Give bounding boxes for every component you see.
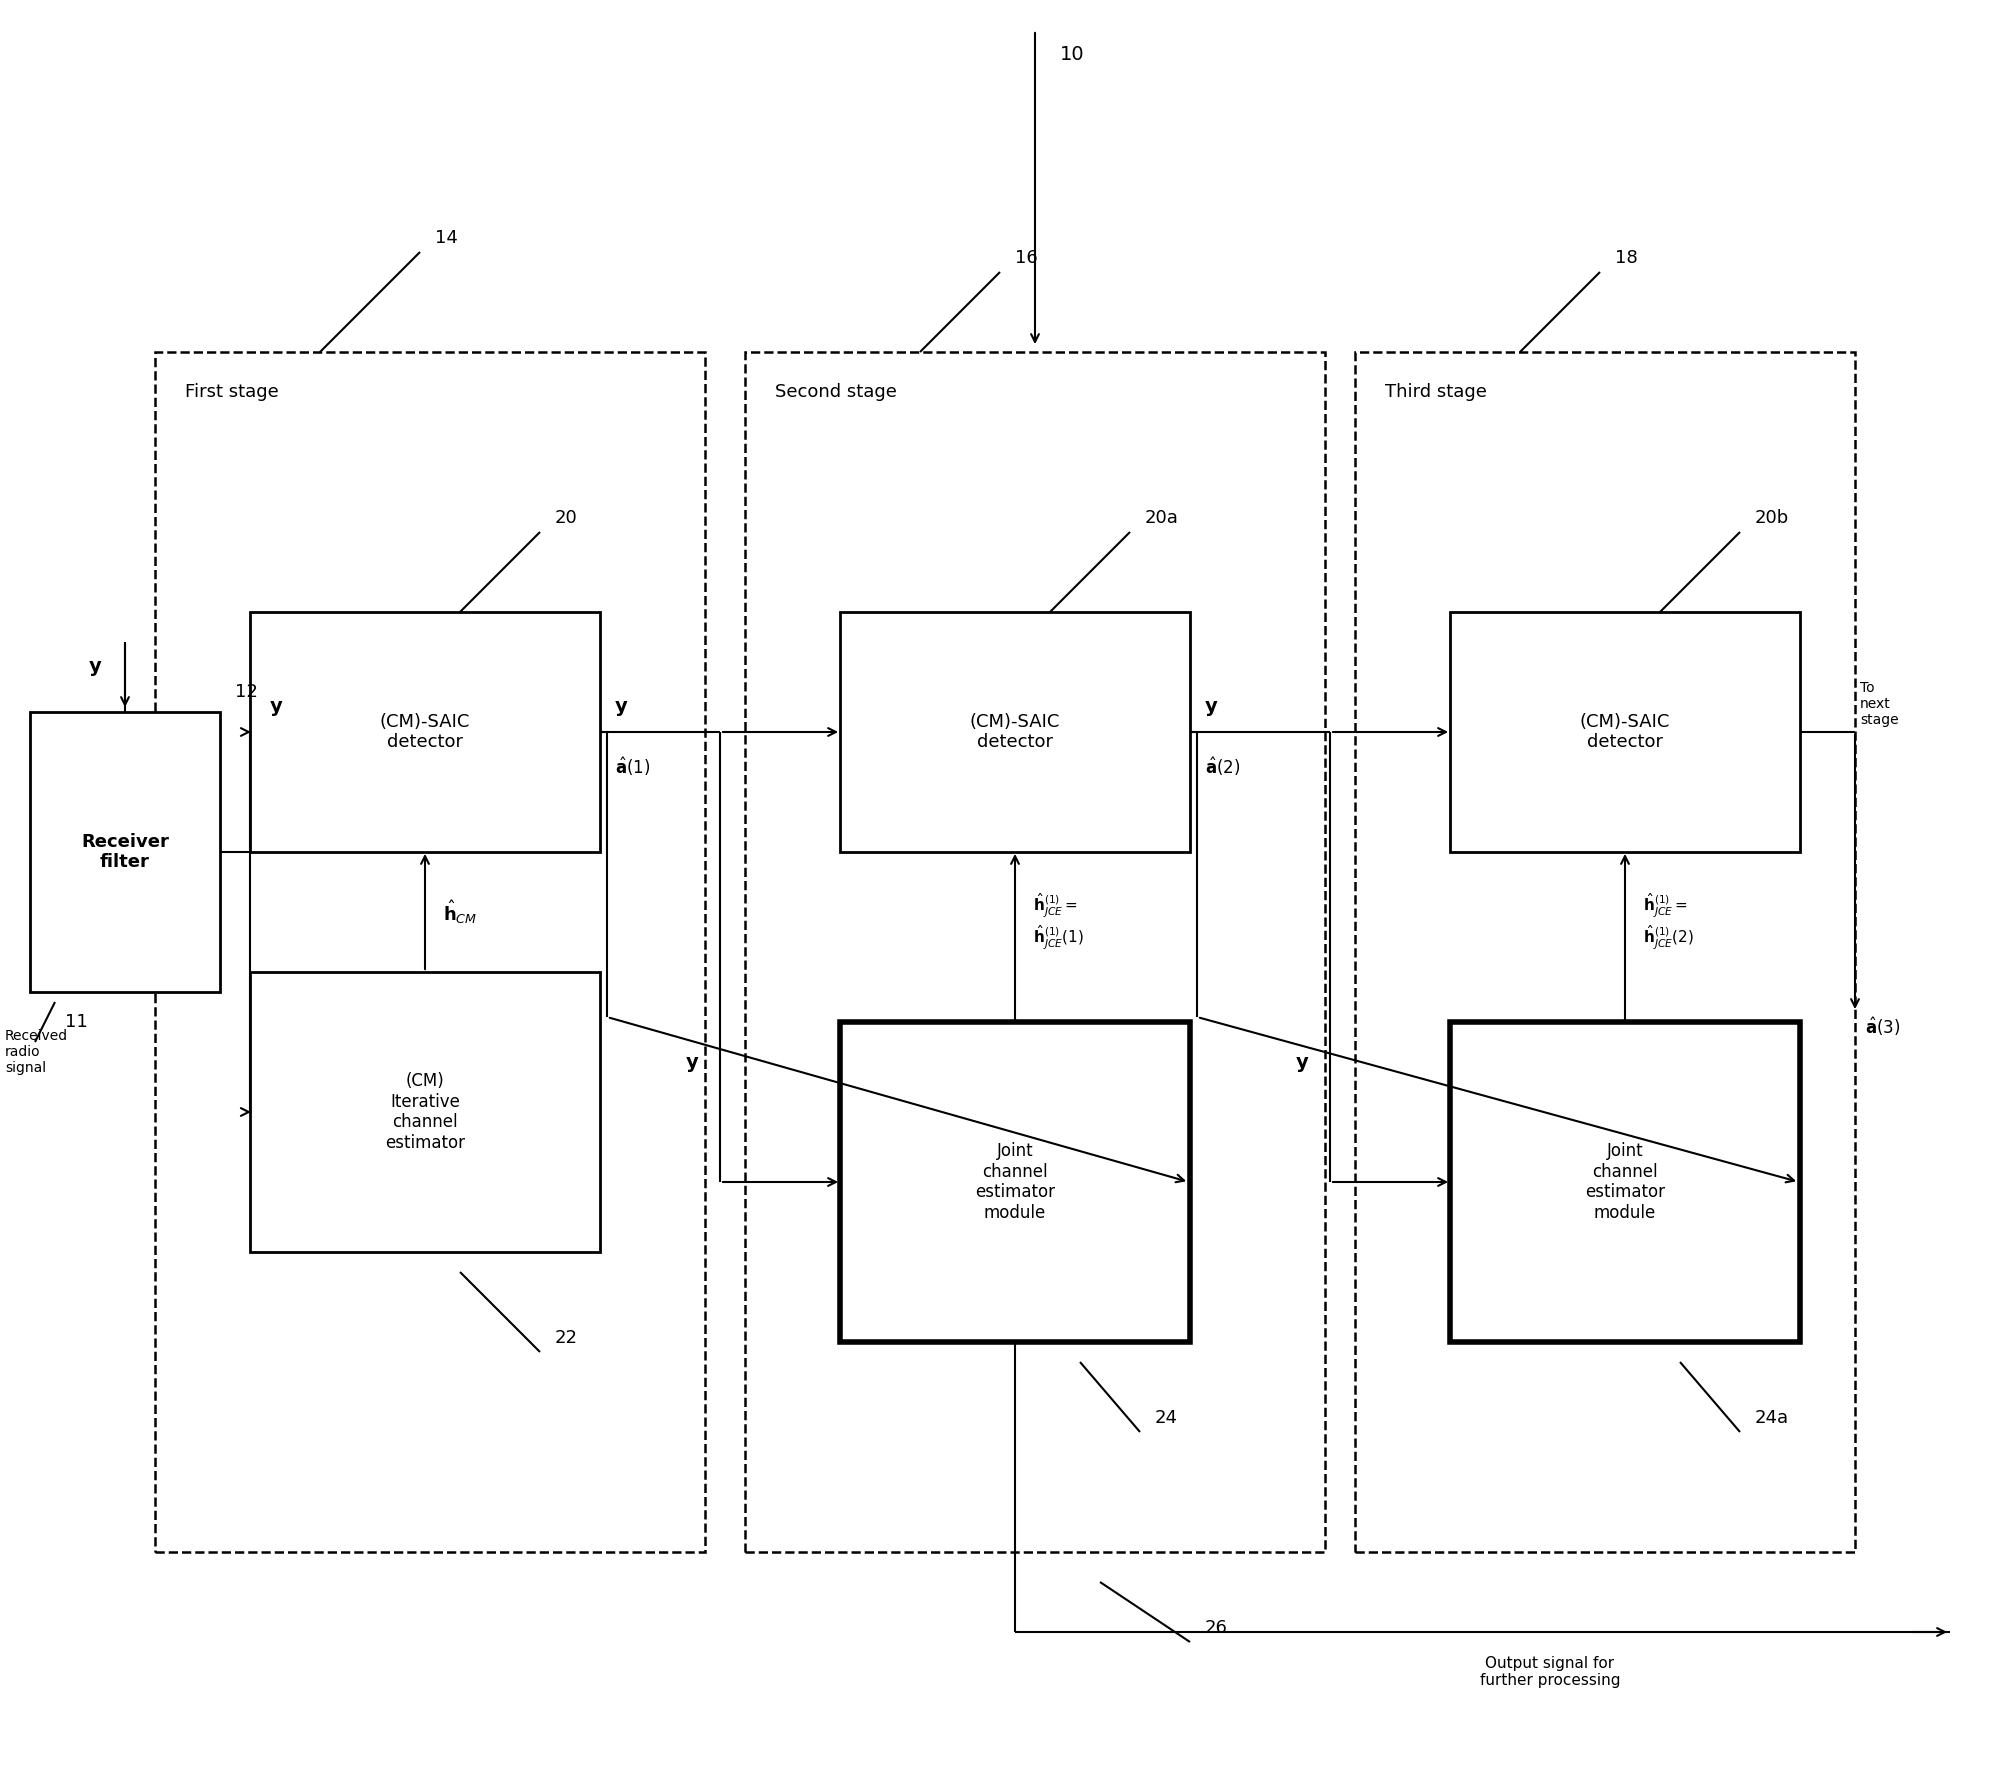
Text: Joint
channel
estimator
module: Joint channel estimator module <box>1585 1141 1665 1223</box>
Text: y: y <box>685 1053 699 1072</box>
Text: 20b: 20b <box>1756 509 1790 526</box>
Text: $\hat{\bf a}$(2): $\hat{\bf a}$(2) <box>1205 755 1240 778</box>
Text: Received
radio
signal: Received radio signal <box>4 1030 68 1076</box>
Text: y: y <box>88 657 100 677</box>
Bar <box>840 1022 1189 1341</box>
Text: y: y <box>1296 1053 1308 1072</box>
Bar <box>155 353 705 1552</box>
Text: First stage: First stage <box>185 383 279 400</box>
Text: y: y <box>269 698 283 716</box>
Text: $\hat{\bf a}$(1): $\hat{\bf a}$(1) <box>615 755 651 778</box>
Text: (CM)-SAIC
detector: (CM)-SAIC detector <box>380 712 470 751</box>
Text: Output signal for
further processing: Output signal for further processing <box>1481 1655 1619 1689</box>
Text: 11: 11 <box>64 1014 88 1031</box>
Text: 22: 22 <box>554 1329 579 1347</box>
Text: 12: 12 <box>235 682 257 702</box>
Text: (CM)
Iterative
channel
estimator: (CM) Iterative channel estimator <box>386 1072 464 1152</box>
Text: $\hat{\bf h}^{(1)}_{JCE} =$
$\hat{\bf h}^{(1)}_{JCE}(2)$: $\hat{\bf h}^{(1)}_{JCE} =$ $\hat{\bf h}… <box>1643 891 1694 952</box>
Text: To
next
stage: To next stage <box>1860 680 1899 727</box>
Text: (CM)-SAIC
detector: (CM)-SAIC detector <box>970 712 1061 751</box>
Text: 10: 10 <box>1061 46 1085 64</box>
Text: $\hat{\bf h}^{(1)}_{JCE} =$
$\hat{\bf h}^{(1)}_{JCE}(1)$: $\hat{\bf h}^{(1)}_{JCE} =$ $\hat{\bf h}… <box>1033 891 1085 952</box>
Text: 18: 18 <box>1615 250 1637 268</box>
Text: 20a: 20a <box>1145 509 1179 526</box>
Text: Third stage: Third stage <box>1384 383 1487 400</box>
Text: 26: 26 <box>1205 1620 1227 1637</box>
Text: 16: 16 <box>1015 250 1039 268</box>
Bar <box>745 353 1326 1552</box>
Bar <box>1450 1022 1800 1341</box>
Text: 20: 20 <box>554 509 579 526</box>
Text: $\hat{\bf a}$(3): $\hat{\bf a}$(3) <box>1864 1015 1901 1038</box>
Text: 24: 24 <box>1155 1409 1177 1426</box>
Text: 14: 14 <box>436 229 458 246</box>
Text: y: y <box>615 698 627 716</box>
Text: 24a: 24a <box>1756 1409 1790 1426</box>
Text: Second stage: Second stage <box>775 383 896 400</box>
Text: $\hat{\bf h}_{CM}$: $\hat{\bf h}_{CM}$ <box>444 898 478 927</box>
Bar <box>1354 353 1854 1552</box>
Text: (CM)-SAIC
detector: (CM)-SAIC detector <box>1579 712 1669 751</box>
Text: y: y <box>1205 698 1217 716</box>
Bar <box>30 712 221 992</box>
Text: Receiver
filter: Receiver filter <box>80 833 169 872</box>
Bar <box>1450 611 1800 852</box>
Bar <box>249 611 601 852</box>
Bar <box>249 973 601 1253</box>
Bar <box>840 611 1189 852</box>
Text: Joint
channel
estimator
module: Joint channel estimator module <box>974 1141 1055 1223</box>
